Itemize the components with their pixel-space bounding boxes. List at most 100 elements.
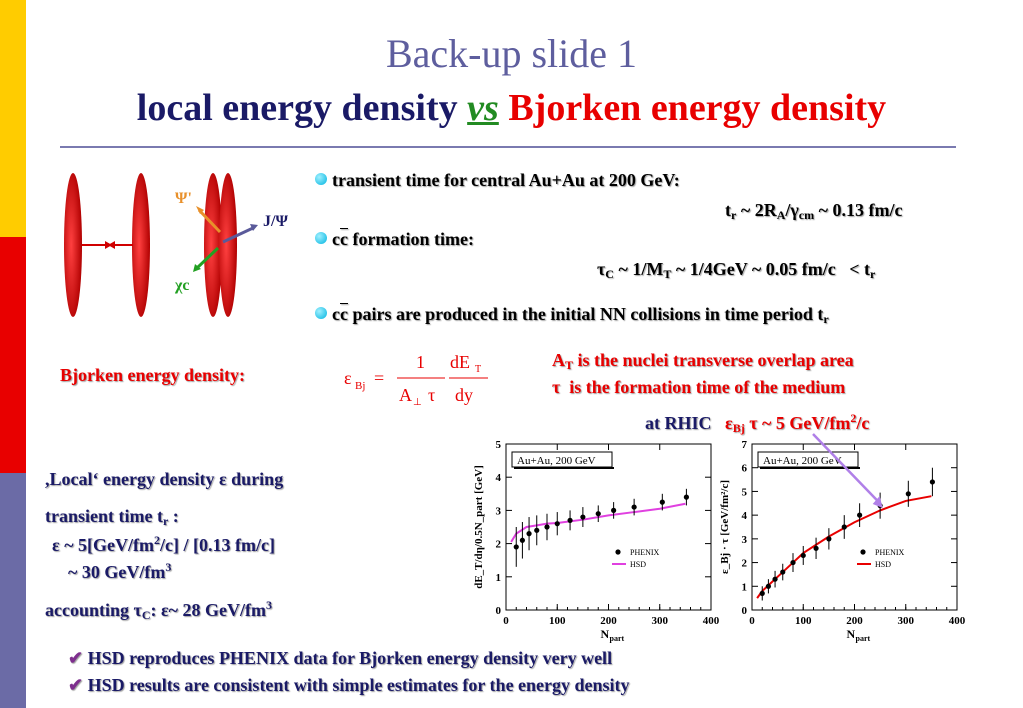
y-tick-label: 3 (742, 534, 748, 546)
bullet-transient-time: transient time for central Au+Au at 200 … (315, 170, 680, 191)
svg-text:A: A (399, 385, 412, 405)
phenix-point (659, 499, 665, 505)
x-axis-label: N (847, 627, 856, 641)
phenix-point (526, 531, 532, 537)
legend-phenix-label: PHENIX (630, 548, 660, 557)
y-tick-label: 1 (742, 581, 748, 593)
y-tick-label: 0 (742, 605, 748, 617)
svg-text:dy: dy (455, 385, 473, 405)
x-axis-label-sub: part (856, 634, 871, 643)
x-tick-label: 300 (652, 615, 669, 627)
legend-phenix-marker (860, 549, 866, 555)
y-tick-label: 4 (742, 510, 748, 522)
phenix-point (929, 479, 935, 485)
x-tick-label: 300 (898, 615, 915, 627)
local-line2: transient time tr : (45, 506, 179, 528)
psi-prime-label: Ψ' (175, 190, 192, 207)
y-tick-label: 3 (496, 505, 502, 517)
y-tick-label: 2 (742, 558, 748, 570)
bjorken-formula: ε Bj = 1 A ⊥ τ dE T dy (344, 352, 488, 408)
bullet-formation-time: cc formation time: (315, 229, 474, 250)
y-tick-label: 2 (496, 539, 502, 551)
formation-time-value: τC ~ 1/MT ~ 1/4GeV ~ 0.05 fm/c < tr (597, 259, 876, 281)
annotation-arrow (812, 433, 880, 503)
phenix-point (826, 536, 832, 542)
svg-text:Bj: Bj (355, 380, 365, 392)
x-tick-label: 200 (600, 615, 617, 627)
phenix-point (765, 583, 771, 589)
transient-time-value: tr ~ 2RA/γcm ~ 0.13 fm/c (725, 200, 903, 222)
phenix-point (841, 524, 847, 530)
subtitle-vs: vs (467, 87, 499, 129)
phenix-point (683, 494, 689, 500)
phenix-point (790, 559, 796, 566)
subtitle-part1: local energy density (136, 87, 458, 129)
chart-epsilon-tau: 0 100 200 300 400 0 1 2 3 4 5 6 7 N part ε_Bj · τ [GeV/… (719, 433, 966, 643)
phenix-point (595, 511, 601, 517)
legend-hsd-label: HSD (875, 560, 891, 569)
chart-dET-per-npart: 0 100 200 300 400 0 1 2 3 4 5 N part dE_T/dη/0.5N_par… (473, 439, 720, 643)
phenix-point (611, 507, 617, 513)
conclusion-1: ✔ HSD reproduces PHENIX data for Bjorken… (68, 648, 613, 668)
legend-phenix-label: PHENIX (875, 548, 905, 557)
title-divider (60, 146, 956, 148)
bjorken-label: Bjorken energy density: (60, 365, 245, 385)
chart-title-shadow (514, 467, 614, 469)
bullet-dot (315, 173, 327, 185)
x-tick-label: 100 (795, 615, 812, 627)
phenix-point (534, 527, 540, 533)
bullet-dot (315, 232, 327, 244)
phenix-point (513, 544, 519, 550)
x-tick-label: 0 (749, 615, 755, 627)
phenix-point (772, 576, 778, 582)
x-axis-label-sub: part (610, 634, 625, 643)
phenix-point (813, 545, 819, 551)
phenix-point (519, 537, 525, 543)
svg-text:ε: ε (344, 368, 352, 388)
plot-frame (505, 443, 712, 611)
chi-c-label: χc (174, 277, 190, 294)
conclusion-2: ✔ HSD results are consistent with simple… (68, 675, 630, 695)
svg-text:dE: dE (450, 352, 470, 372)
slide-title: Back-up slide 1 (385, 31, 638, 76)
local-line1: ,Local‘ energy density ε during (45, 469, 284, 489)
phenix-point (544, 524, 550, 530)
y-tick-label: 7 (742, 439, 748, 451)
phenix-point (631, 504, 637, 510)
phenix-point (567, 517, 573, 523)
y-tick-label: 5 (742, 486, 748, 498)
legend-hsd-label: HSD (630, 560, 646, 569)
phenix-point (580, 514, 586, 520)
nucleus-right (132, 173, 150, 317)
check-icon: ✔ (68, 648, 84, 668)
plot-frame (751, 443, 958, 611)
y-axis-label: dE_T/dη/0.5N_part [GeV] (473, 465, 485, 589)
bullet-dot (315, 307, 327, 319)
svg-text:τ: τ (428, 385, 435, 405)
chart-title-shadow (760, 467, 860, 469)
x-tick-label: 100 (549, 615, 566, 627)
svg-text:⊥: ⊥ (413, 397, 422, 408)
y-tick-label: 6 (742, 463, 748, 475)
collision-diagram: Ψ' J/Ψ χc (64, 173, 288, 317)
svg-text:T: T (475, 364, 481, 375)
y-tick-label: 4 (496, 472, 502, 484)
svg-text:1: 1 (416, 352, 425, 372)
local-line3: ε ~ 5[GeV/fm2/c] / [0.13 fm/c] (52, 533, 275, 555)
nucleus-overlap-right (219, 173, 237, 317)
phenix-point (780, 569, 786, 575)
subtitle-part2: Bjorken energy density (508, 87, 887, 129)
legend-phenix-marker (615, 549, 621, 555)
sidebar-stripe (0, 0, 26, 708)
check-icon: ✔ (68, 675, 84, 695)
x-tick-label: 0 (503, 615, 509, 627)
chart-title: Au+Au, 200 GeV (517, 455, 596, 467)
svg-text:=: = (374, 368, 384, 388)
x-tick-label: 200 (846, 615, 863, 627)
bullet-pair-production: cc pairs are produced in the initial NN … (315, 304, 829, 327)
nucleus-overlap-left (204, 173, 222, 317)
chart-title: Au+Au, 200 GeV (763, 455, 842, 467)
phenix-point (905, 491, 911, 497)
y-tick-label: 0 (496, 605, 502, 617)
phenix-point (554, 521, 560, 527)
